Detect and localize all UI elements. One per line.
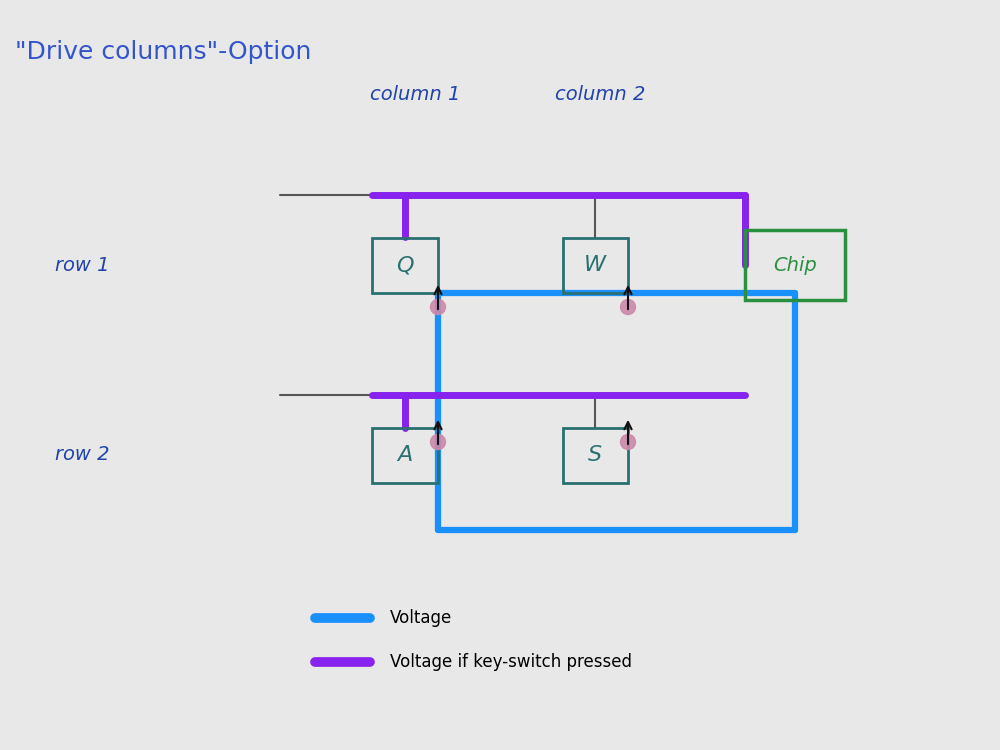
Text: S: S xyxy=(588,445,602,465)
Text: Chip: Chip xyxy=(773,256,817,274)
Text: Q: Q xyxy=(396,255,414,275)
Bar xyxy=(562,238,628,292)
Text: Voltage if key-switch pressed: Voltage if key-switch pressed xyxy=(390,653,632,671)
Circle shape xyxy=(620,434,636,449)
Circle shape xyxy=(620,299,636,314)
Text: column 2: column 2 xyxy=(555,85,645,104)
Circle shape xyxy=(430,434,446,449)
Text: "Drive columns"-Option: "Drive columns"-Option xyxy=(15,40,311,64)
Text: W: W xyxy=(584,255,606,275)
Bar xyxy=(745,230,845,300)
Circle shape xyxy=(430,299,446,314)
Bar xyxy=(562,427,628,482)
Text: row 2: row 2 xyxy=(55,446,110,464)
Text: Voltage: Voltage xyxy=(390,609,452,627)
Text: column 1: column 1 xyxy=(370,85,460,104)
Bar xyxy=(372,238,438,292)
Text: row 1: row 1 xyxy=(55,256,110,274)
Bar xyxy=(372,427,438,482)
Text: A: A xyxy=(397,445,413,465)
